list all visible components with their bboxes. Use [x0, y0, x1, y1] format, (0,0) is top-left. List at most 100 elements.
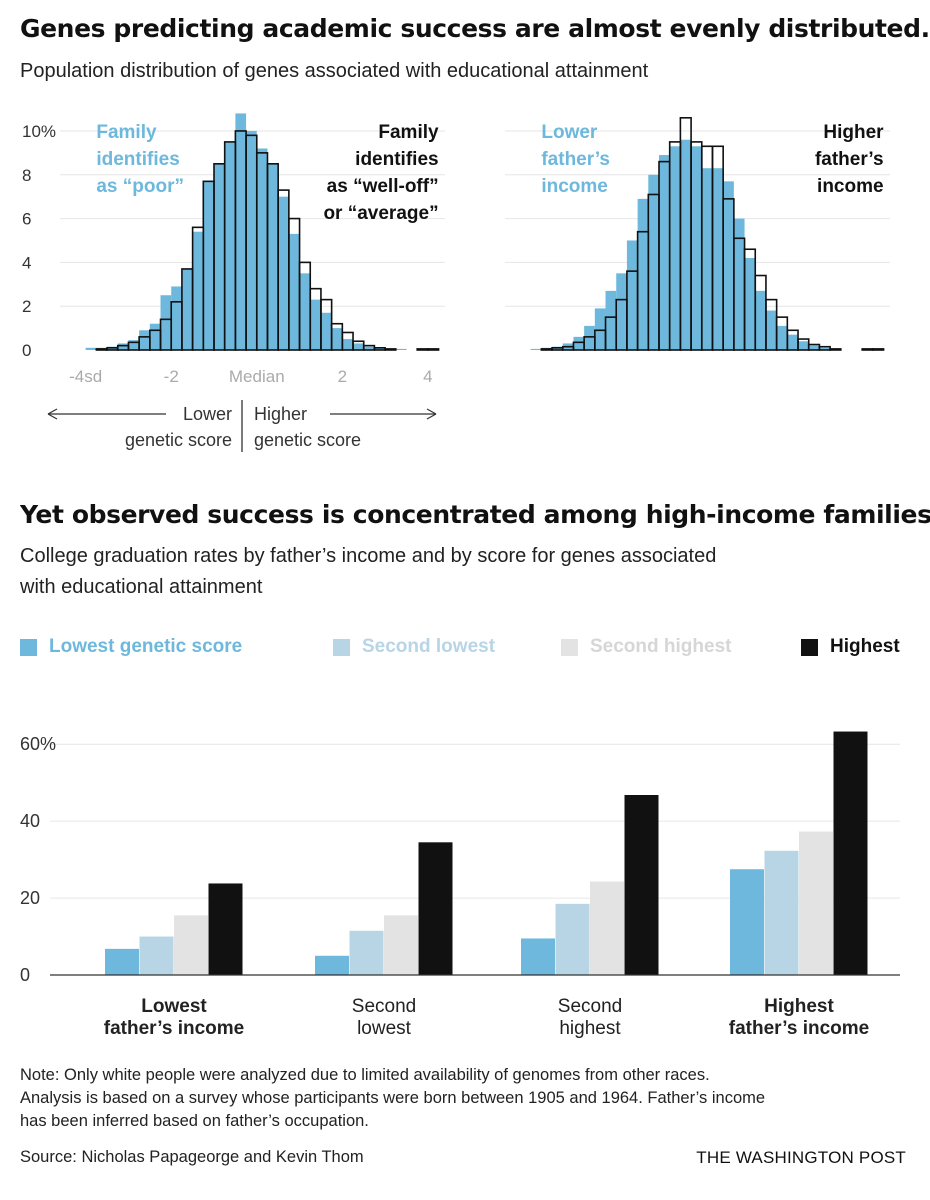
- histogram-bar-outline: [416, 348, 429, 351]
- bar: [624, 795, 659, 975]
- histogram-bar-blue: [701, 168, 713, 350]
- category-label-line-2: highest: [559, 1018, 621, 1039]
- histogram-bar-blue: [787, 334, 799, 350]
- left-arrow-icon: [47, 408, 58, 420]
- bar: [174, 915, 208, 975]
- lower-label: Lower: [183, 404, 232, 424]
- histogram-bar-blue: [299, 273, 311, 350]
- category-label-line-1: Highest: [764, 996, 834, 1017]
- bar: [764, 850, 799, 975]
- histogram-bar-blue: [288, 233, 300, 350]
- histogram-bar-blue: [363, 346, 375, 350]
- top-title: Genes predicting academic success are al…: [20, 14, 930, 43]
- category-label-line-2: father’s income: [104, 1018, 244, 1039]
- bar: [384, 915, 418, 975]
- histogram-bar-blue: [798, 341, 809, 350]
- histogram-bar-outline: [829, 348, 842, 351]
- legend-item: Second highest: [561, 636, 731, 658]
- histogram-bar-blue: [310, 299, 321, 350]
- category-label-line-2: lowest: [357, 1018, 412, 1039]
- bar: [521, 938, 555, 975]
- histogram-bar-outline: [95, 348, 108, 351]
- footnote-line-2: Analysis is based on a survey whose part…: [20, 1089, 766, 1107]
- footnote: Note: Only white people were analyzed du…: [20, 1064, 915, 1133]
- annotation-left: father’s: [541, 149, 610, 170]
- histogram-bar-blue: [342, 339, 354, 350]
- histogram-bar-outline: [427, 348, 440, 351]
- histogram-bar-blue: [235, 113, 247, 350]
- bar: [833, 731, 868, 975]
- histogram-bar-blue: [181, 268, 193, 350]
- histogram-bar-blue: [594, 308, 606, 350]
- bar: [730, 869, 764, 975]
- histogram-bar-blue: [691, 146, 702, 350]
- histogram-bar-blue: [755, 290, 766, 350]
- x-tick-label: 2: [338, 367, 347, 386]
- histogram-bar-blue: [171, 286, 182, 350]
- annotation-right: as “well-off”: [327, 176, 439, 197]
- legend-item: Highest: [801, 636, 900, 658]
- legend-swatch: [561, 638, 578, 656]
- category-label-line-1: Lowest: [141, 996, 207, 1017]
- histogram-bar-blue: [680, 139, 692, 350]
- legend-label: Second highest: [590, 636, 732, 657]
- annotation-right: father’s: [815, 149, 884, 170]
- histogram-bar-blue: [616, 273, 627, 350]
- histogram-bar-blue: [214, 163, 225, 350]
- legend-swatch: [20, 638, 37, 656]
- category-label-line-1: Second: [352, 996, 416, 1017]
- histogram-bar-blue: [626, 240, 638, 350]
- category-label-line-1: Second: [558, 996, 622, 1017]
- y-tick-label: 0: [22, 341, 31, 360]
- histogram-bar-blue: [712, 168, 724, 350]
- histogram-bar-blue: [605, 290, 617, 350]
- annotation-right: Family: [378, 122, 439, 143]
- legend-label: Lowest genetic score: [49, 636, 243, 657]
- y-tick-label: 10%: [22, 122, 56, 141]
- y-tick-label: 0: [20, 965, 30, 985]
- y-tick-label: 20: [20, 888, 40, 908]
- bar: [590, 881, 624, 975]
- annotation-left: Lower: [541, 122, 598, 143]
- bar: [799, 831, 833, 975]
- histogram-bar-blue: [530, 348, 542, 350]
- source-credit: Source: Nicholas Papageorge and Kevin Th…: [20, 1148, 364, 1166]
- bar: [418, 842, 453, 975]
- bar: [349, 930, 384, 975]
- higher-label: Higher: [254, 404, 307, 424]
- histogram-bar-blue: [765, 310, 777, 350]
- histogram-bar-blue: [659, 155, 670, 350]
- y-tick-label: 4: [22, 253, 31, 272]
- x-tick-label: Median: [229, 367, 285, 386]
- histogram-bar-blue: [648, 174, 659, 350]
- lower-score-label: genetic score: [125, 430, 232, 450]
- annotation-left: Family: [96, 122, 157, 143]
- histogram-bar-blue: [320, 312, 332, 350]
- annotation-right: Higher: [823, 122, 884, 143]
- bottom-subtitle-line-2: with educational attainment: [20, 576, 263, 598]
- histogram-bar-blue: [573, 336, 585, 350]
- histogram-bar-blue: [395, 348, 407, 350]
- x-tick-label: -2: [164, 367, 179, 386]
- annotation-right: identifies: [355, 149, 438, 170]
- histogram-bar-blue: [149, 323, 161, 350]
- histogram-bar-blue: [331, 328, 343, 350]
- bottom-subtitle-line-1: College graduation rates by father’s inc…: [20, 545, 717, 567]
- histogram-bar-blue: [117, 343, 129, 350]
- publisher-logo: THE WASHINGTON POST: [696, 1148, 906, 1167]
- histogram-bar-outline: [861, 348, 874, 351]
- histogram-bar-blue: [224, 141, 236, 350]
- y-tick-label: 8: [22, 166, 31, 185]
- histogram-bar-blue: [256, 148, 268, 350]
- bar: [139, 936, 174, 975]
- histogram-bar-blue: [723, 181, 734, 350]
- higher-score-label: genetic score: [254, 430, 361, 450]
- annotation-right: income: [817, 176, 884, 197]
- legend-swatch: [801, 638, 818, 656]
- histogram-bar-blue: [733, 218, 745, 350]
- annotation-left: income: [541, 176, 608, 197]
- chart-legend: Lowest genetic score Second lowest Second …: [20, 636, 920, 664]
- histogram-bar-blue: [669, 146, 681, 350]
- legend-item: Lowest genetic score: [20, 636, 242, 658]
